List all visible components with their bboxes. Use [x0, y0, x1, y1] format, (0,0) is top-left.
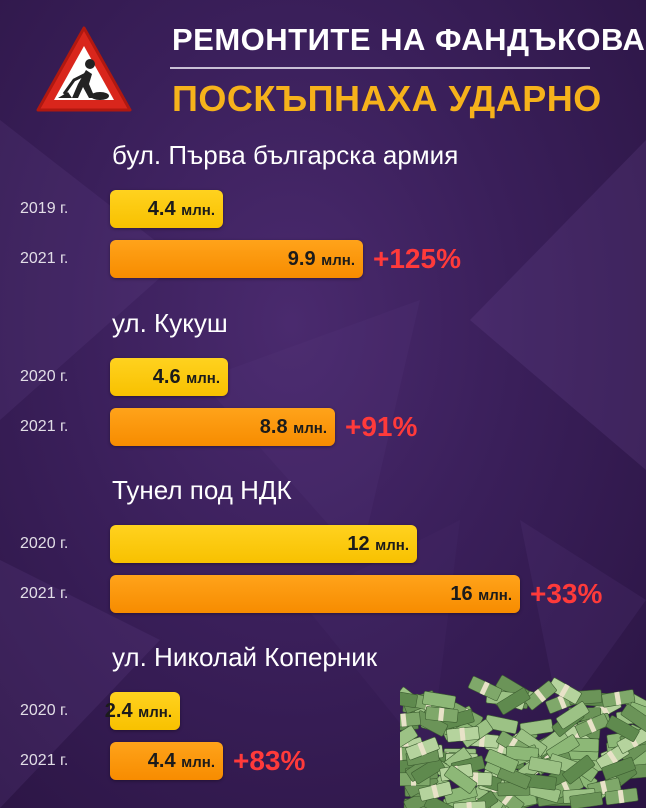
group-title: бул. Първа българска армия [112, 140, 459, 170]
bar-unit: млн. [181, 201, 215, 219]
bar-unit: млн. [138, 703, 172, 721]
banknote-band [438, 707, 445, 722]
change-percent: +125% [373, 243, 461, 274]
banknote [423, 795, 458, 808]
title-line-2: ПОСКЪПНАХА УДАРНО [172, 78, 602, 119]
bar: 8.8 млн. [110, 408, 335, 446]
banknote-band [534, 689, 547, 703]
year-label: 2020 г. [20, 535, 69, 552]
banknote [453, 800, 487, 808]
bar-value-label: 9.9 млн. [288, 248, 355, 271]
banknote [400, 725, 418, 753]
year-label: 2021 г. [20, 250, 69, 267]
bar-value: 2.4 [104, 699, 139, 722]
change-percent: +83% [233, 745, 306, 776]
bar-value-label: 4.4 млн. [148, 198, 215, 221]
banknote-band [400, 713, 407, 727]
banknote-band [466, 801, 473, 808]
bar-unit: млн. [375, 536, 409, 554]
banknote-band [431, 784, 440, 799]
banknote [497, 765, 532, 790]
banknote-band [558, 683, 570, 698]
bar-value: 4.6 [152, 365, 187, 388]
bar: 4.6 млн. [110, 358, 228, 396]
bar: 2.4 млн. [105, 692, 180, 730]
banknote-band [617, 789, 625, 804]
bar-value-label: 12 млн. [347, 533, 409, 556]
year-label: 2021 г. [20, 418, 69, 435]
bar-value: 16 [450, 582, 479, 605]
header: РЕМОНТИТЕ НА ФАНДЪКОВА ПОСКЪПНАХА УДАРНО [0, 0, 646, 130]
bar-value-label: 4.4 млн. [148, 750, 215, 773]
bar-unit: млн. [321, 251, 355, 269]
banknote [528, 756, 563, 776]
bar-unit: млн. [186, 369, 220, 387]
banknote [484, 748, 519, 774]
banknote [562, 754, 595, 785]
bar-unit: млн. [478, 586, 512, 604]
banknote [400, 689, 418, 708]
change-percent: +33% [530, 578, 603, 609]
group-title: Тунел под НДК [112, 475, 292, 505]
banknote-band [459, 727, 466, 742]
year-label: 2019 г. [20, 200, 69, 217]
banknote-band [599, 780, 608, 795]
bar-value-label: 8.8 млн. [260, 416, 327, 439]
banknote-band [417, 741, 427, 756]
banknote-band [614, 691, 622, 706]
bar-value: 8.8 [259, 415, 294, 438]
banknote-band [606, 750, 618, 764]
title-divider [170, 67, 590, 69]
banknote [444, 765, 478, 794]
group-title: ул. Николай Коперник [112, 642, 378, 672]
banknote-band [586, 718, 597, 733]
bar: 4.4 млн. [110, 742, 223, 780]
banknote [496, 687, 531, 715]
year-label: 2021 г. [20, 752, 69, 769]
bar-unit: млн. [181, 753, 215, 771]
bar-value-label: 16 млн. [450, 583, 512, 606]
change-percent: +91% [345, 411, 418, 442]
banknote [411, 756, 445, 785]
title-line-1: РЕМОНТИТЕ НА ФАНДЪКОВА [172, 22, 646, 57]
bar-unit: млн. [293, 419, 327, 437]
banknote [605, 715, 640, 742]
bar: 4.4 млн. [110, 190, 223, 228]
bar-value: 4.4 [147, 197, 182, 220]
bar: 16 млн. [110, 575, 520, 613]
road-works-sign-icon [36, 26, 132, 112]
bar-value: 9.9 [287, 247, 322, 270]
bar-value: 4.4 [147, 749, 182, 772]
banknote [556, 701, 590, 730]
banknote-band [400, 747, 403, 761]
group-title: ул. Кукуш [112, 308, 228, 338]
banknote-band [557, 695, 567, 710]
banknote [569, 791, 604, 808]
bar-value: 12 [347, 532, 376, 555]
banknote [422, 690, 457, 710]
bar-value-label: 4.6 млн. [153, 366, 220, 389]
bar: 12 млн. [110, 525, 417, 563]
bar-value-label: 2.4 млн. [105, 700, 172, 723]
year-label: 2020 г. [20, 368, 69, 385]
banknote [601, 756, 636, 780]
bar: 9.9 млн. [110, 240, 363, 278]
money-pile-icon [400, 675, 646, 808]
year-label: 2021 г. [20, 585, 69, 602]
banknote [620, 703, 646, 733]
year-label: 2020 г. [20, 702, 69, 719]
banknote-band [479, 681, 490, 696]
